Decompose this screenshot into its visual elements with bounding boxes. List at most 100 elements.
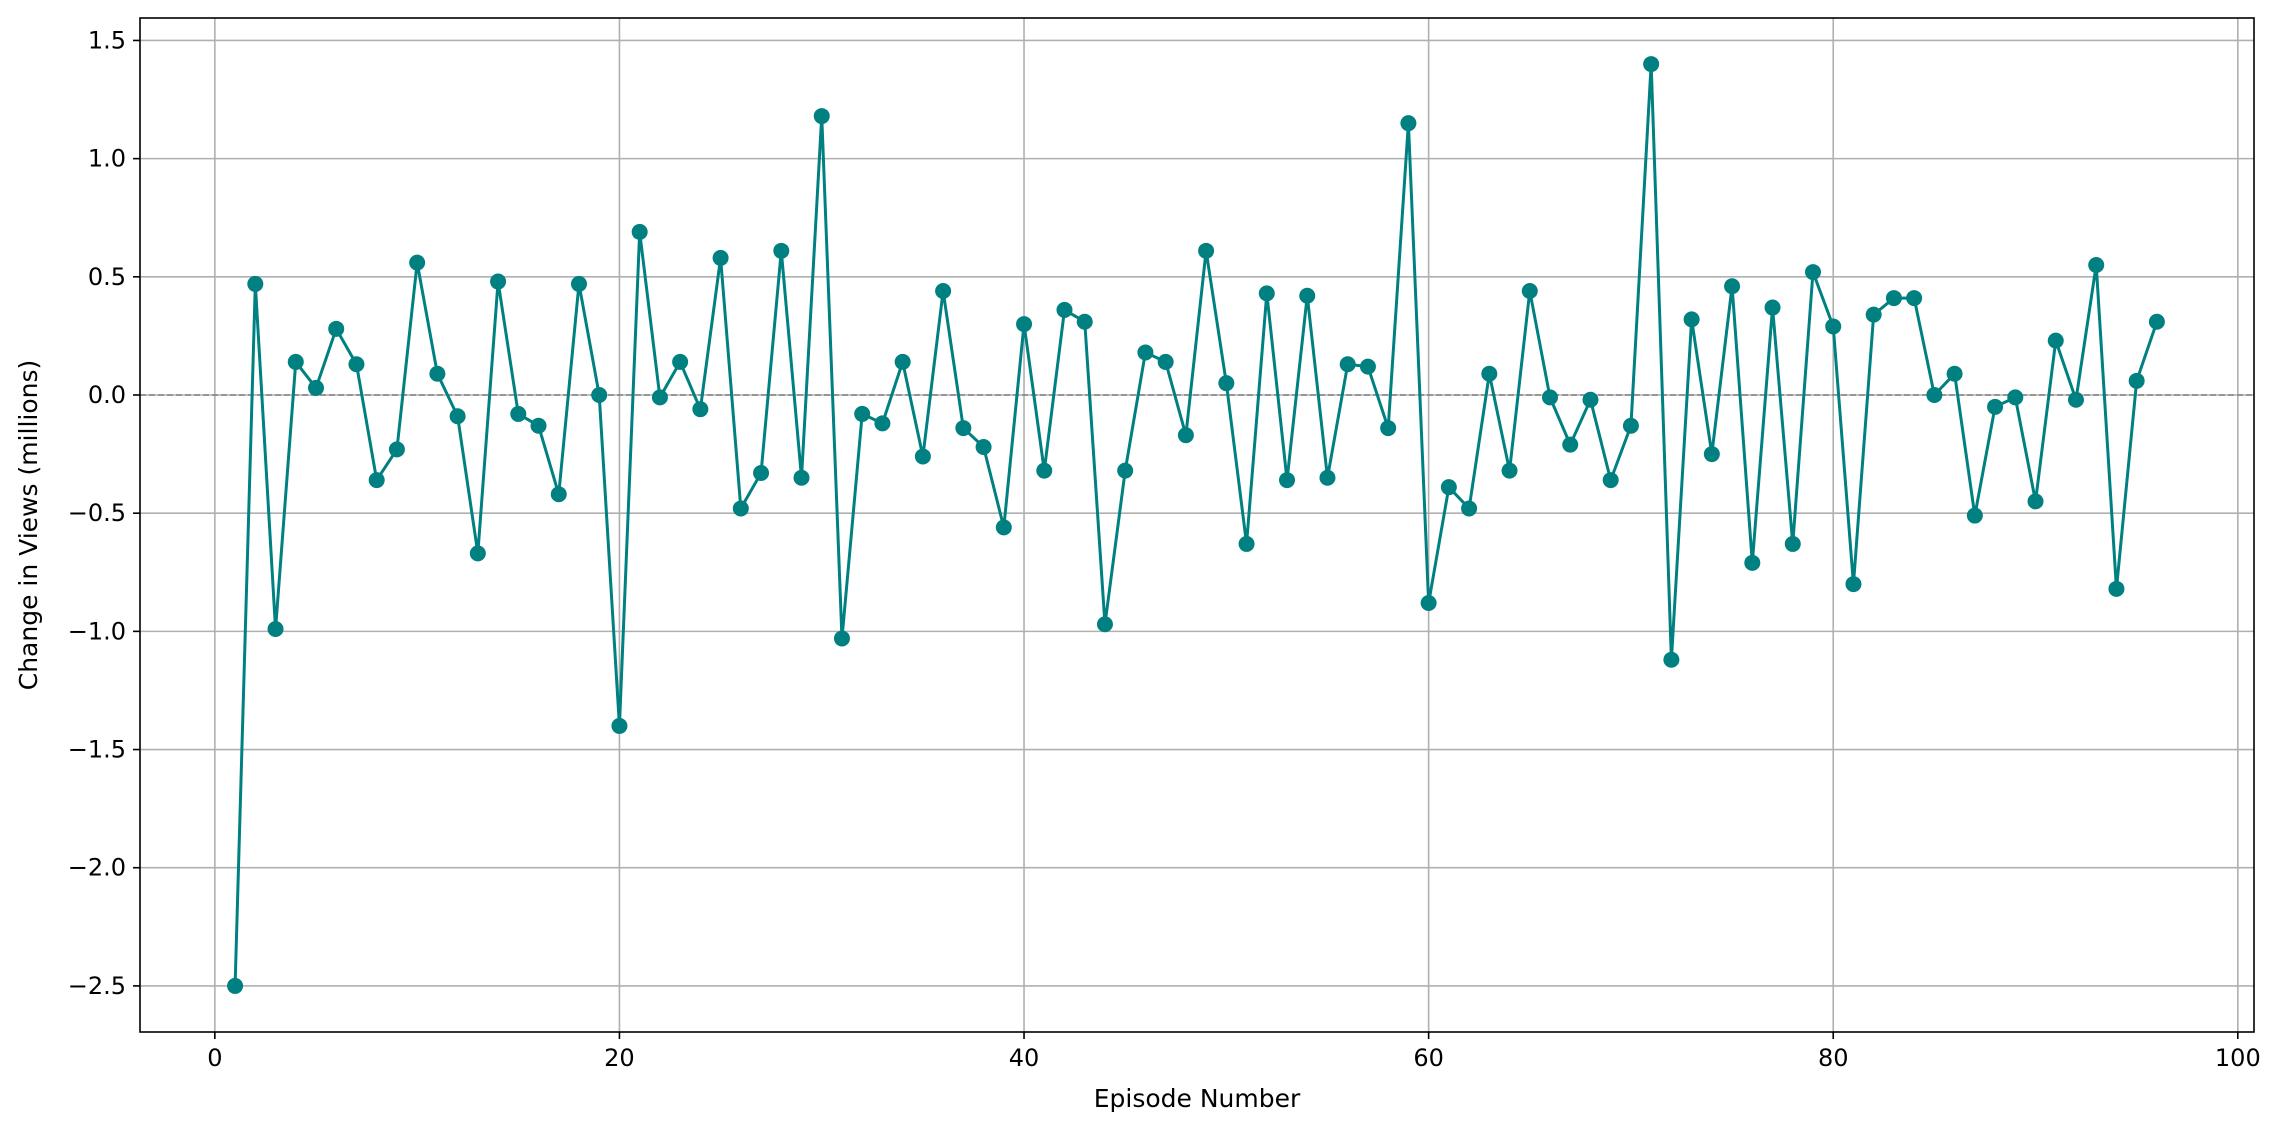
data-point (874, 415, 891, 432)
data-point (1299, 287, 1316, 304)
data-point (2007, 389, 2024, 406)
data-point (287, 353, 304, 370)
data-point (469, 545, 486, 562)
data-point (1400, 115, 1417, 132)
data-point (1279, 472, 1296, 489)
data-point (550, 486, 567, 503)
data-point (1582, 391, 1599, 408)
data-point (1198, 242, 1215, 259)
data-point (1218, 375, 1235, 392)
data-point (1056, 301, 1073, 318)
grid-lines (140, 18, 2254, 1032)
y-tick-label: 1.0 (88, 145, 126, 173)
data-point (651, 389, 668, 406)
data-point (894, 353, 911, 370)
data-point (2088, 257, 2105, 273)
data-point (1825, 318, 1842, 335)
plot-frame (139, 17, 2255, 1033)
data-point (813, 108, 830, 125)
data-point (2148, 313, 2165, 330)
data-point (2108, 580, 2125, 597)
y-tick-label: −1.5 (68, 736, 126, 764)
data-point (1137, 344, 1154, 361)
y-tick-label: −1.0 (68, 617, 126, 645)
data-point (692, 401, 709, 418)
data-point (611, 717, 628, 734)
data-point (833, 630, 850, 647)
data-point (712, 249, 729, 266)
data-point (1602, 472, 1619, 489)
data-point (732, 500, 749, 517)
data-point (935, 283, 952, 299)
data-point (1946, 365, 1963, 382)
data-point (1764, 299, 1781, 316)
data-point (854, 405, 871, 422)
y-tick-label: −0.5 (68, 499, 126, 527)
data-point (2027, 493, 2044, 510)
data-point (2067, 391, 2084, 408)
data-point (510, 405, 527, 422)
data-point (247, 275, 264, 292)
data-point (672, 353, 689, 370)
data-point (388, 441, 405, 458)
data-point (1784, 535, 1801, 552)
data-point (753, 465, 770, 481)
data-point (591, 387, 608, 403)
data-point (348, 356, 365, 373)
data-point (490, 273, 507, 290)
series-layer (227, 56, 2165, 994)
data-point (1804, 264, 1821, 281)
x-tick-label: 20 (604, 1044, 635, 1072)
x-axis-title: Episode Number (1094, 1084, 1301, 1113)
data-point (1906, 290, 1923, 307)
data-point (1643, 56, 1660, 73)
data-point (1461, 500, 1478, 517)
x-tick-label: 0 (207, 1044, 222, 1072)
data-point (1157, 353, 1174, 370)
data-point (793, 469, 810, 486)
data-point (307, 379, 324, 396)
data-point (1440, 479, 1457, 496)
x-tick-label: 40 (1009, 1044, 1040, 1072)
data-point (1622, 417, 1639, 434)
data-point (328, 320, 345, 337)
data-point (267, 621, 284, 637)
y-tick-label: −2.5 (68, 972, 126, 1000)
data-point (1683, 311, 1700, 328)
data-point (955, 420, 972, 437)
data-point (1339, 356, 1356, 373)
y-tick-label: 0.0 (88, 381, 126, 409)
data-point (773, 242, 790, 259)
data-point (631, 223, 648, 240)
data-point (1117, 462, 1134, 479)
data-point (368, 472, 385, 489)
data-point (1987, 398, 2004, 415)
x-tick-label: 80 (1818, 1044, 1849, 1072)
data-point (1744, 554, 1761, 571)
data-point (1359, 358, 1376, 375)
data-point (1481, 365, 1498, 382)
data-point (2047, 332, 2064, 349)
data-point (975, 439, 992, 455)
data-point (2128, 372, 2145, 389)
data-point (1319, 469, 1336, 486)
series-line (233, 62, 2159, 986)
data-point (449, 408, 466, 425)
data-point (1663, 651, 1680, 668)
data-point (1521, 283, 1538, 299)
data-point (1016, 316, 1033, 333)
data-point (1501, 462, 1518, 479)
data-point (1177, 427, 1194, 444)
data-point (1703, 446, 1720, 463)
y-tick-label: 0.5 (88, 263, 126, 291)
data-point (409, 254, 426, 271)
data-point (1562, 436, 1579, 453)
y-tick-label: −2.0 (68, 854, 126, 882)
x-tick-label: 100 (2215, 1044, 2261, 1072)
data-point (1076, 313, 1093, 330)
data-point (1845, 576, 1862, 593)
data-point (530, 417, 547, 434)
data-point (1542, 389, 1559, 406)
